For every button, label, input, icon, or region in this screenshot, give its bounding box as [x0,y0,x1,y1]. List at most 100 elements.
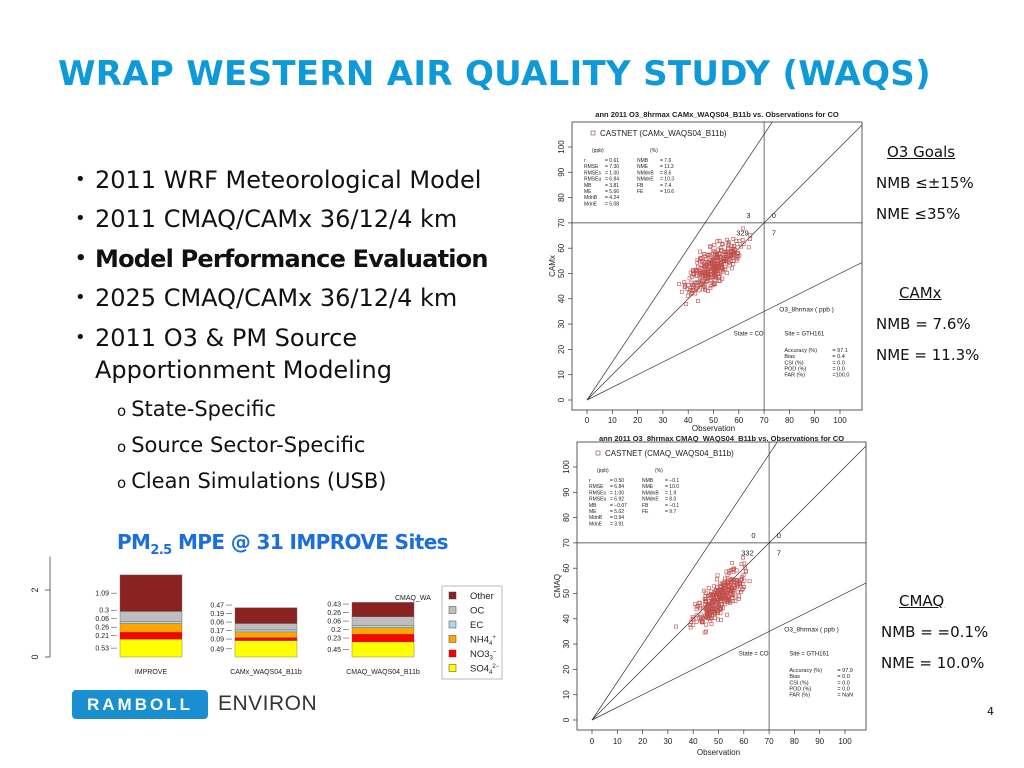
data-point [720,276,725,281]
data-point [709,263,714,268]
metric-name: CSI (%) [784,360,803,366]
sub-bullet-text: Clean Simulations (USB) [131,469,387,493]
stat-name: MdnE [589,521,603,527]
plot-area [572,122,862,410]
data-point [712,282,717,287]
data-point [722,591,727,595]
stat-name: NME [642,484,654,490]
data-point [692,283,696,288]
legend-swatch-no3 [448,649,457,658]
plot-area [577,442,866,730]
y-axis-label: CAMx [548,255,557,277]
stat-value: = 11.3 [660,164,674,170]
data-point [698,249,702,254]
bar-value-label: 0.19 [210,611,224,618]
bullet-text: 2011 CMAQ/CAMx 36/12/4 km [95,205,458,233]
legend-name: NH4 [470,635,489,646]
stat-value: = 7.30 [605,164,619,170]
data-point [710,249,715,254]
stat-name: RMSEs [589,490,606,496]
data-point [704,596,708,601]
bar-segment-nh4 [351,627,415,635]
sub-bullet-item: o State-Specific [117,397,276,421]
y-tick-label: 10 [557,370,566,379]
metric-value: = 0.0 [837,674,849,680]
data-point [730,253,735,257]
y-tick-label: 30 [562,639,571,648]
data-point [718,589,723,594]
data-point [744,569,748,574]
data-point [694,280,699,285]
bar-value-label: 0.26 [95,625,109,632]
data-point [724,251,728,256]
quadrant-count: 7 [772,229,776,238]
x-tick-label: 100 [833,416,847,425]
data-point [741,555,745,560]
data-point [712,243,717,247]
bar-segment-no3 [234,637,298,641]
line-0-5 [586,262,862,401]
data-point [685,293,690,298]
data-point [729,587,733,592]
legend-label-other: Other [470,591,494,602]
goals-nmb: NMB ≤±15% [876,174,974,192]
data-point [677,282,681,286]
data-point [713,250,718,255]
data-point [706,271,711,275]
data-point [682,282,687,287]
bar-segment-other [119,574,183,612]
data-point [684,302,689,306]
metric-value: = 0.4 [832,354,844,360]
bullet-icon: • [75,208,86,229]
data-point [748,237,752,241]
bar-segment-ec [351,625,415,628]
line-1-1 [591,445,866,721]
metric-value: = 0.0 [837,687,849,693]
data-point [726,241,731,246]
data-point [737,594,741,599]
stat-value: = 5.08 [605,201,619,207]
x-tick-label: 30 [663,737,672,746]
y-tick-label: 40 [557,294,566,303]
data-point [711,259,716,263]
legend-label-oc: OC [470,606,484,617]
legend-subscript: 4 [489,641,493,647]
circle-bullet-icon: o [117,474,127,492]
legend-label-no3: NO33− [470,649,497,662]
legend-swatch-oc [448,606,457,614]
camx-nme: NME = 11.3% [876,346,980,364]
bullet-item: • 2011 O3 & PM Source [75,324,357,352]
legend-name: NO3 [470,649,490,660]
data-point [695,260,700,265]
data-point [718,611,723,616]
stats-pct-header: (%) [650,148,658,154]
stat-value: = 1.00 [610,490,624,496]
data-point [708,245,713,249]
stat-value: = 8.6 [660,170,671,176]
bullet-text: Model Performance Evaluation [95,245,488,273]
data-point [704,279,709,283]
bar-category-label: CMAQ_WAQS04_B11b [346,669,420,676]
legend-swatch-so4 [448,664,457,672]
data-point [713,278,718,282]
data-point [695,264,700,269]
x-tick-label: 0 [585,416,590,425]
data-point [705,594,710,598]
data-point [700,263,705,267]
metric-name: POD (%) [789,687,811,693]
stat-name: NMB [637,158,649,164]
data-point [715,605,720,610]
camx-nmb: NMB = 7.6% [876,315,971,333]
data-point [736,597,741,601]
metric-value: = NaN [837,693,853,699]
line-1-5 [591,442,778,721]
bullet-icon: • [75,248,87,269]
bar-category-label: CAMx_WAQS04_B11b [230,669,302,676]
data-point [691,285,696,290]
y-tick-label: 20 [562,664,571,673]
y-tick-label: 70 [557,218,566,227]
data-point [741,573,746,578]
data-point [720,269,725,274]
stat-value: = 0.50 [610,478,624,484]
stat-value: = −0.1 [665,503,679,509]
